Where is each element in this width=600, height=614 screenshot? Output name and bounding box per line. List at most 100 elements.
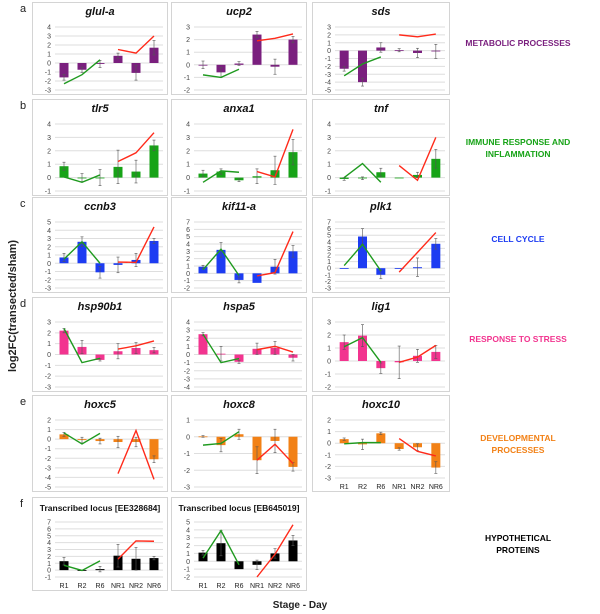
- non-regenerative-trend-line: [117, 132, 155, 163]
- non-regenerative-trend-line: [256, 129, 294, 178]
- y-tick-label: -1: [325, 372, 331, 379]
- bar: [339, 439, 349, 444]
- chart-svg: -2 -1 0 1 2 3: [325, 320, 445, 392]
- y-tick-label: -2: [45, 456, 51, 463]
- y-tick-label: 4: [327, 122, 331, 129]
- chart-panel: lig1 -2 -1 0 1 2 3: [312, 297, 450, 392]
- x-tick-label: NR1: [111, 583, 125, 590]
- regenerative-trend-line: [202, 333, 240, 364]
- x-axis-label: Stage - Day: [272, 600, 328, 611]
- chart-panel: hsp90b1 -3 -2 -1 0 1 2 3: [32, 297, 168, 392]
- y-tick-label: 2: [327, 333, 331, 340]
- non-regenerative-trend-line: [117, 540, 155, 560]
- y-tick-label: -4: [45, 475, 51, 482]
- y-tick-label: -3: [184, 376, 190, 383]
- y-tick-label: 2: [327, 418, 331, 425]
- x-tick-label: R1: [60, 583, 69, 590]
- regenerative-trend-line: [343, 243, 382, 272]
- y-tick-label: 2: [186, 37, 190, 44]
- y-tick-label: 3: [186, 249, 190, 256]
- chart-title: kif11-a: [221, 201, 257, 213]
- chart-title: ucp2: [226, 6, 252, 18]
- y-tick-label: -1: [184, 360, 190, 367]
- y-tick-label: 4: [47, 25, 51, 32]
- chart-svg: -3 -2 -1 0 1 2 3 4: [45, 25, 163, 95]
- bar: [95, 354, 105, 360]
- y-tick-label: -1: [45, 189, 51, 196]
- bar: [288, 39, 298, 65]
- x-tick-label: R6: [376, 484, 385, 491]
- bar: [288, 251, 298, 274]
- y-tick-label: 1: [186, 551, 190, 558]
- non-regenerative-trend-line: [256, 33, 294, 42]
- y-tick-label: -5: [325, 88, 331, 95]
- y-tick-label: -2: [184, 368, 190, 375]
- y-tick-label: -1: [45, 70, 51, 77]
- bar: [77, 63, 87, 70]
- row-letter: e: [20, 396, 27, 408]
- y-tick-label: 4: [47, 122, 51, 129]
- row-letter: f: [20, 498, 24, 510]
- bar: [149, 558, 159, 571]
- y-tick-label: 2: [47, 148, 51, 155]
- non-regenerative-trend-line: [256, 231, 294, 277]
- chart-panel: tlr5 -1 0 1 2 3 4: [32, 99, 168, 196]
- y-tick-label: 4: [186, 242, 190, 249]
- chart-title: hoxc10: [362, 399, 400, 411]
- y-tick-label: 2: [186, 256, 190, 263]
- category-label: DEVELOPMENTAL PROCESSES: [480, 432, 556, 455]
- regenerative-trend-line: [63, 174, 101, 184]
- y-tick-label: 4: [47, 228, 51, 235]
- non-regenerative-trend-line: [117, 428, 155, 480]
- bar: [339, 342, 349, 361]
- y-tick-label: 0: [327, 359, 331, 366]
- chart-panel: tnf -1 0 1 2 3 4: [312, 99, 450, 196]
- chart-title: hspa5: [223, 301, 255, 313]
- bar: [113, 55, 123, 63]
- y-tick-label: -1: [325, 452, 331, 459]
- regenerative-trend-line: [202, 170, 240, 183]
- y-tick-label: 1: [47, 253, 51, 260]
- y-tick-label: 0: [186, 271, 190, 278]
- y-tick-label: -3: [45, 465, 51, 472]
- y-tick-label: -1: [325, 56, 331, 63]
- x-tick-label: NR1: [250, 583, 264, 590]
- chart-title: hoxc8: [223, 399, 255, 411]
- y-tick-label: 0: [47, 352, 51, 359]
- x-tick-label: NR1: [392, 484, 406, 491]
- y-tick-label: 6: [327, 226, 331, 233]
- y-tick-label: 3: [47, 320, 51, 327]
- category-label: HYPOTHETICAL PROTEINS: [484, 533, 552, 555]
- chart-panel: hoxc10 -3 -2 -1 0 1 2 R1 R2 R6 NR1 NR2 NR6: [312, 395, 450, 492]
- chart-svg: -5 -4 -3 -2 -1 0 1 2: [45, 418, 163, 492]
- x-tick-label: R1: [340, 484, 349, 491]
- bar: [77, 241, 87, 264]
- y-tick-label: 0: [186, 559, 190, 566]
- y-tick-label: 3: [327, 246, 331, 253]
- bar: [149, 145, 159, 178]
- y-tick-label: 2: [47, 43, 51, 50]
- chart-panel: Transcribed locus [EB645019] -2 -1 0 1 2 3 4 5 R1…: [171, 497, 307, 591]
- bar: [216, 249, 226, 274]
- x-tick-label: NR2: [129, 583, 143, 590]
- y-tick-label: 3: [327, 25, 331, 32]
- y-tick-label: 2: [186, 543, 190, 550]
- y-tick-label: 0: [186, 175, 190, 182]
- y-tick-label: 5: [186, 234, 190, 241]
- y-tick-label: -2: [325, 279, 331, 286]
- bar: [216, 171, 226, 178]
- chart-title: tlr5: [91, 103, 109, 115]
- chart-panel: anxa1 -1 0 1 2 3 4: [171, 99, 307, 196]
- bar: [59, 330, 69, 355]
- regenerative-trend-line: [202, 431, 240, 446]
- y-tick-label: 1: [186, 162, 190, 169]
- regenerative-trend-line: [63, 432, 101, 445]
- chart-svg: -1 0 1 2 3 4: [184, 122, 302, 196]
- chart-title: Transcribed locus [EE328684]: [39, 503, 161, 513]
- chart-title: hsp90b1: [77, 301, 123, 313]
- chart-panel: hoxc8 -3 -2 -1 0 1: [171, 395, 307, 492]
- chart-panel: hspa5 -4 -3 -2 -1 0 1 2 3 4: [171, 297, 307, 392]
- bar: [234, 273, 244, 280]
